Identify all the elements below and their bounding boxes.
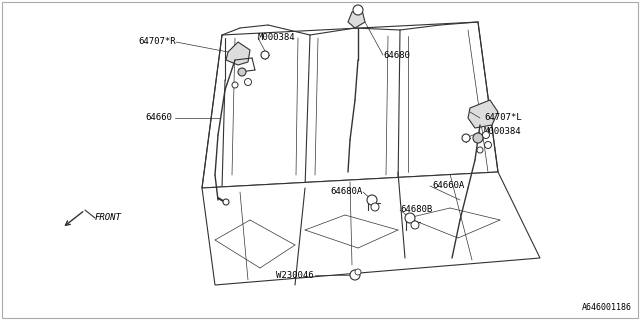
Text: 64660: 64660 <box>145 114 172 123</box>
Text: M000384: M000384 <box>258 34 296 43</box>
Text: 64707*L: 64707*L <box>484 114 522 123</box>
Circle shape <box>238 68 246 76</box>
Polygon shape <box>226 42 250 65</box>
Polygon shape <box>202 22 498 188</box>
Circle shape <box>223 199 229 205</box>
Text: W230046: W230046 <box>276 270 314 279</box>
Circle shape <box>371 203 379 211</box>
Text: A646001186: A646001186 <box>582 303 632 312</box>
Circle shape <box>473 133 483 143</box>
Polygon shape <box>348 10 365 28</box>
Circle shape <box>355 269 361 275</box>
Circle shape <box>232 82 238 88</box>
Circle shape <box>350 270 360 280</box>
Text: 64680A: 64680A <box>331 188 363 196</box>
Text: 64680B: 64680B <box>400 205 432 214</box>
Text: FRONT: FRONT <box>95 213 122 222</box>
Circle shape <box>477 147 483 153</box>
Circle shape <box>244 78 252 85</box>
Circle shape <box>411 221 419 229</box>
Circle shape <box>483 132 490 139</box>
Text: 64660A: 64660A <box>432 181 464 190</box>
Polygon shape <box>202 172 540 285</box>
Text: M000384: M000384 <box>484 127 522 137</box>
Text: 64680: 64680 <box>383 51 410 60</box>
Circle shape <box>484 141 492 148</box>
Circle shape <box>405 213 415 223</box>
Circle shape <box>367 195 377 205</box>
Circle shape <box>261 51 269 59</box>
Circle shape <box>462 134 470 142</box>
Circle shape <box>353 5 363 15</box>
Polygon shape <box>468 100 498 128</box>
Text: 64707*R: 64707*R <box>138 37 176 46</box>
